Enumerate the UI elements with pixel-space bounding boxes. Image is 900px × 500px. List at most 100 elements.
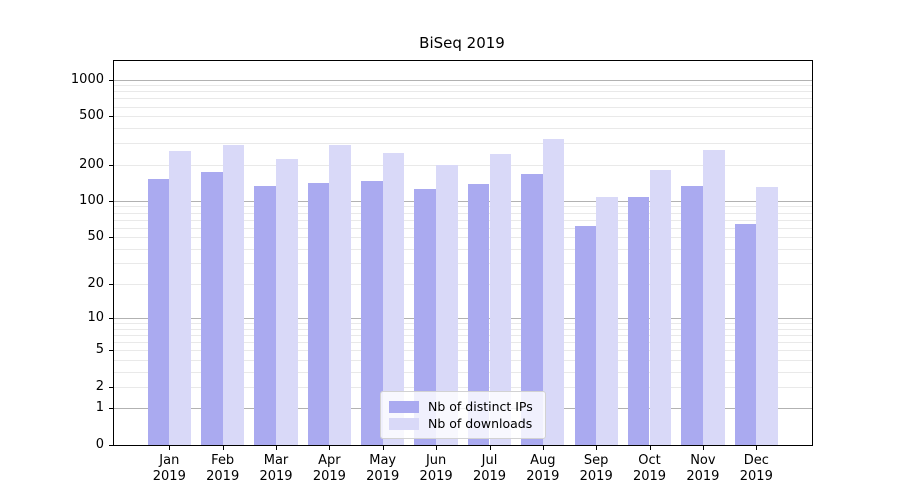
bar-distinct-ips-apr	[307, 182, 330, 445]
y-tick-label: 200	[79, 156, 104, 172]
gridline-minor	[114, 106, 812, 108]
x-tick-label: Apr 2019	[312, 453, 346, 484]
bar-downloads-jun	[436, 165, 458, 445]
bar-distinct-ips-jan	[147, 179, 170, 445]
gridline-minor	[114, 116, 812, 118]
bar-downloads-sep	[596, 197, 618, 445]
bar-downloads-jan	[169, 151, 191, 445]
y-tick-mark	[109, 237, 113, 238]
gridline-minor	[114, 284, 812, 285]
gridline-minor	[114, 359, 812, 361]
x-tick-label: Dec 2019	[739, 453, 773, 484]
gridline-minor	[114, 328, 812, 330]
y-tick-label: 100	[79, 192, 104, 208]
gridline-major	[114, 318, 812, 320]
y-tick-label: 1000	[70, 71, 104, 87]
gridline-minor	[114, 98, 812, 100]
y-tick-mark	[109, 116, 113, 118]
bar-downloads-aug	[542, 139, 565, 445]
gridline-minor	[114, 212, 812, 214]
x-tick-mark	[276, 446, 277, 450]
gridline-minor	[114, 350, 812, 352]
x-tick-label: Aug 2019	[526, 453, 560, 484]
bar-distinct-ips-mar	[254, 186, 276, 445]
bar-downloads-jul	[489, 154, 512, 445]
y-tick-label: 2	[95, 378, 104, 394]
bar-downloads-may	[382, 152, 405, 445]
x-tick-mark	[436, 446, 438, 450]
bar-distinct-ips-oct	[627, 197, 650, 445]
y-tick-mark	[109, 200, 113, 202]
x-tick-label: Feb 2019	[206, 453, 240, 484]
bar-distinct-ips-feb	[201, 172, 223, 445]
bar-distinct-ips-jun	[414, 188, 437, 445]
gridline-minor	[114, 248, 812, 250]
y-tick-mark	[109, 318, 113, 320]
x-tick-mark	[382, 446, 384, 450]
chart-title: BiSeq 2019	[419, 34, 505, 52]
y-tick-label: 500	[79, 108, 104, 124]
y-tick-mark	[109, 79, 113, 81]
bar-downloads-dec	[756, 187, 778, 445]
gridline-minor	[114, 342, 812, 344]
gridline-minor	[114, 371, 812, 373]
x-tick-label: Sep 2019	[579, 453, 613, 484]
bar-distinct-ips-aug	[521, 174, 543, 445]
bar-downloads-oct	[649, 170, 672, 445]
gridline-minor	[114, 164, 812, 166]
plot-area: 0 1 2 5 10 20 50 100 200 500 1000 Jan 2019 Feb 2019 M…	[71, 60, 813, 484]
y-tick-mark	[109, 350, 113, 352]
bar-distinct-ips-jul	[467, 183, 490, 445]
bar-distinct-ips-may	[361, 181, 383, 445]
x-tick-mark	[489, 446, 491, 450]
y-tick-mark	[109, 408, 113, 410]
gridline-minor	[114, 219, 812, 221]
gridline-minor	[114, 335, 812, 336]
bar-distinct-ips-sep	[574, 225, 597, 445]
x-tick-label: Mar 2019	[259, 453, 293, 484]
y-tick-label: 10	[87, 310, 104, 326]
x-tick-mark	[702, 446, 704, 450]
bar-distinct-ips-nov	[681, 186, 703, 445]
gridline-minor	[114, 91, 812, 93]
x-tick-label: May 2019	[366, 453, 400, 484]
gridline-major	[114, 79, 812, 81]
gridline-minor	[114, 85, 812, 87]
bar-downloads-nov	[702, 150, 725, 445]
gridline-minor	[114, 143, 812, 145]
gridline-minor	[114, 323, 812, 325]
x-tick-mark	[649, 446, 651, 450]
x-tick-label: Jun 2019	[419, 453, 453, 484]
y-tick-label: 20	[87, 276, 104, 291]
bar-downloads-mar	[276, 159, 298, 445]
x-tick-label: Nov 2019	[686, 453, 720, 484]
y-tick-label: 50	[87, 229, 104, 244]
x-tick-mark	[542, 446, 544, 450]
bar-distinct-ips-dec	[734, 224, 757, 445]
x-tick-mark	[756, 446, 758, 450]
gridline-minor	[114, 237, 812, 238]
x-tick-label: Jan 2019	[152, 453, 186, 484]
legend-swatch-distinct-ips	[389, 400, 419, 413]
y-tick-mark	[109, 386, 113, 388]
x-tick-mark	[329, 446, 331, 450]
legend: Nb of distinct IPs Nb of downloads	[380, 391, 546, 439]
gridline-minor	[114, 206, 812, 208]
gridline-minor	[114, 386, 812, 388]
x-tick-mark	[169, 446, 171, 450]
gridline-major	[114, 200, 812, 202]
y-tick-label: 5	[95, 342, 104, 358]
legend-label-downloads: Nb of downloads	[428, 416, 533, 431]
x-tick-label: Jul 2019	[472, 453, 507, 484]
legend-row-downloads: Nb of downloads	[389, 415, 537, 432]
gridline-minor	[114, 227, 812, 229]
y-tick-mark	[109, 164, 113, 166]
legend-row-distinct-ips: Nb of distinct IPs	[389, 398, 537, 415]
x-tick-mark	[222, 446, 224, 450]
x-tick-label: Oct 2019	[632, 453, 667, 484]
y-tick-mark	[109, 284, 113, 285]
bar-downloads-apr	[329, 145, 352, 445]
legend-swatch-downloads	[389, 417, 419, 430]
legend-label-distinct-ips: Nb of distinct IPs	[428, 399, 533, 414]
